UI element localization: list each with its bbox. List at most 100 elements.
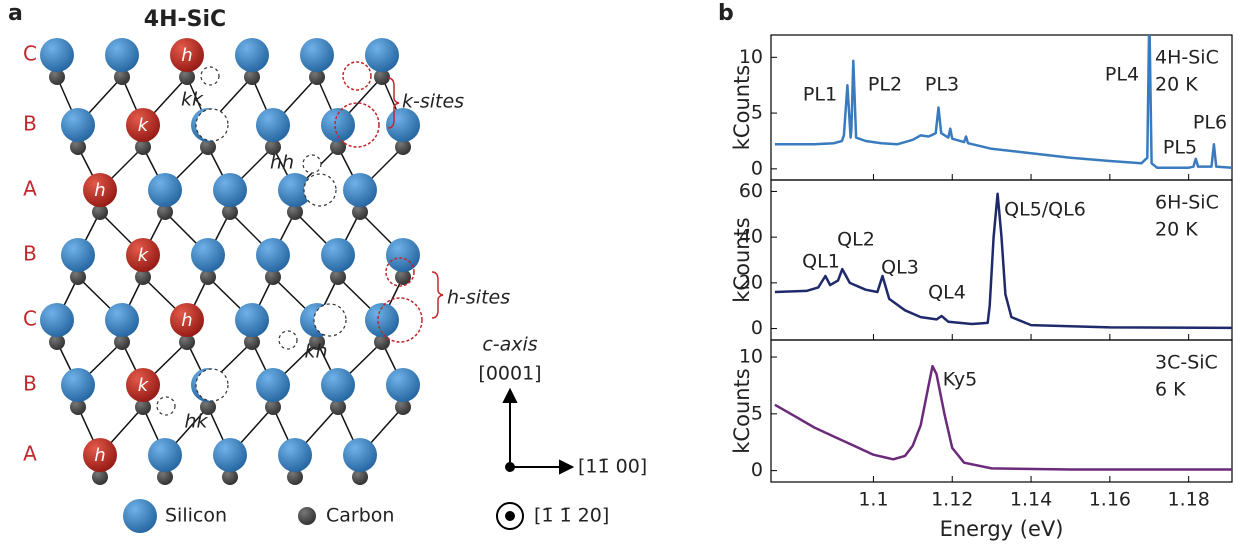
carbon-atom: [114, 334, 130, 350]
carbon-atom: [179, 334, 195, 350]
out-of-plane-dot: [505, 511, 515, 521]
silicon-atom: [256, 238, 290, 272]
axes-arrows: [496, 387, 575, 530]
carbon-atom: [49, 69, 65, 85]
temperature-label: 6 K: [1155, 379, 1186, 401]
peak-label: PL3: [925, 74, 959, 96]
carbon-atom: [374, 334, 390, 350]
silicon-atom: [40, 38, 74, 72]
vacancy: [303, 173, 337, 207]
carbon-atom: [309, 334, 325, 350]
vacancy: [302, 154, 322, 174]
carbon-atom: [200, 139, 216, 155]
carbon-atom: [222, 469, 238, 485]
legend-label: Silicon: [165, 505, 227, 527]
silicon-atom: [61, 368, 95, 402]
silicon-atom: [321, 108, 355, 142]
peak-label: QL1: [802, 251, 840, 273]
h-sites-label: h-sites: [447, 287, 510, 309]
carbon-atom: [157, 204, 173, 220]
y-tick-label: 40: [739, 226, 763, 248]
y-axis-label: kCounts: [730, 368, 754, 453]
silicon-atom: [235, 303, 269, 337]
axis-label: [11̄ 00]: [578, 456, 647, 478]
site-label: k: [138, 375, 150, 396]
silicon-atom: [256, 368, 290, 402]
sample-label: 3C-SiC: [1155, 352, 1218, 374]
peak-label: QL3: [881, 257, 919, 279]
carbon-atom: [309, 69, 325, 85]
silicon-atom: [40, 303, 74, 337]
site-label: h: [181, 45, 192, 66]
peak-label: QL2: [837, 229, 875, 251]
carbon-atom: [244, 334, 260, 350]
y-tick-label: 5: [751, 402, 763, 424]
carbon-atom: [330, 399, 346, 415]
spectrum-line: [774, 35, 1232, 169]
silicon-atom: [191, 238, 225, 272]
silicon-atom: [256, 108, 290, 142]
temperature-label: 20 K: [1155, 74, 1198, 96]
carbon-atom: [265, 139, 281, 155]
silicon-atom: [278, 438, 312, 472]
axis-label: [1̄ 1̄ 20]: [534, 505, 609, 527]
peak-label: QL4: [928, 282, 966, 304]
carbon-atom: [135, 139, 151, 155]
carbon-atom: [70, 399, 86, 415]
silicon-atom: [148, 438, 182, 472]
defect-site-atom: [126, 368, 160, 402]
vacancy: [313, 303, 347, 337]
pair-label: kk: [181, 89, 204, 111]
silicon-atom: [61, 238, 95, 272]
axis-label: c-axis: [482, 334, 537, 356]
peak-label: Ky5: [943, 369, 977, 391]
carbon-atom: [157, 469, 173, 485]
structure-title: 4H-SiC: [144, 7, 226, 32]
site-marker: [377, 297, 423, 343]
carbon-atom: [352, 204, 368, 220]
temperature-label: 20 K: [1155, 219, 1198, 241]
carbon-atom: [374, 69, 390, 85]
vacancy: [278, 330, 298, 350]
legend-si: [123, 499, 157, 533]
stacking-label: B: [23, 112, 37, 136]
carbon-atom: [135, 399, 151, 415]
silicon-atom: [386, 238, 420, 272]
origin: [505, 462, 515, 472]
site-label: k: [138, 115, 150, 136]
defect-site-atom: [126, 238, 160, 272]
y-tick-label: 10: [739, 46, 763, 68]
spectrum-line: [774, 364, 1232, 471]
carbon-atom: [114, 69, 130, 85]
carbon-atom: [200, 399, 216, 415]
pair-label: hh: [270, 152, 294, 174]
silicon-atom: [343, 173, 377, 207]
peak-label: PL5: [1163, 137, 1197, 159]
stacking-label: C: [23, 42, 37, 66]
silicon-atom: [278, 173, 312, 207]
site-label: h: [94, 445, 105, 466]
y-tick-label: 5: [751, 102, 763, 124]
defect-site-atom: [126, 108, 160, 142]
x-axis-label: Energy (eV): [940, 517, 1064, 541]
y-axis-label: kCounts: [730, 217, 754, 302]
silicon-atom: [365, 303, 399, 337]
y-axis-label: kCounts: [730, 65, 754, 150]
silicon-atom: [148, 173, 182, 207]
carbon-atom: [179, 69, 195, 85]
carbon-atom: [330, 269, 346, 285]
x-tick-label: 1.18: [1168, 489, 1210, 511]
y-tick-label: 20: [739, 271, 763, 293]
y-tick-label: 10: [739, 346, 763, 368]
peak-label: PL6: [1193, 112, 1227, 134]
stacking-label: C: [23, 307, 37, 331]
bracket: [387, 77, 400, 129]
peak-label: PL1: [803, 84, 837, 106]
vacancy: [195, 108, 229, 142]
defect-site-atom: [170, 303, 204, 337]
carbon-atom: [287, 469, 303, 485]
plot-frame: [770, 339, 1233, 483]
